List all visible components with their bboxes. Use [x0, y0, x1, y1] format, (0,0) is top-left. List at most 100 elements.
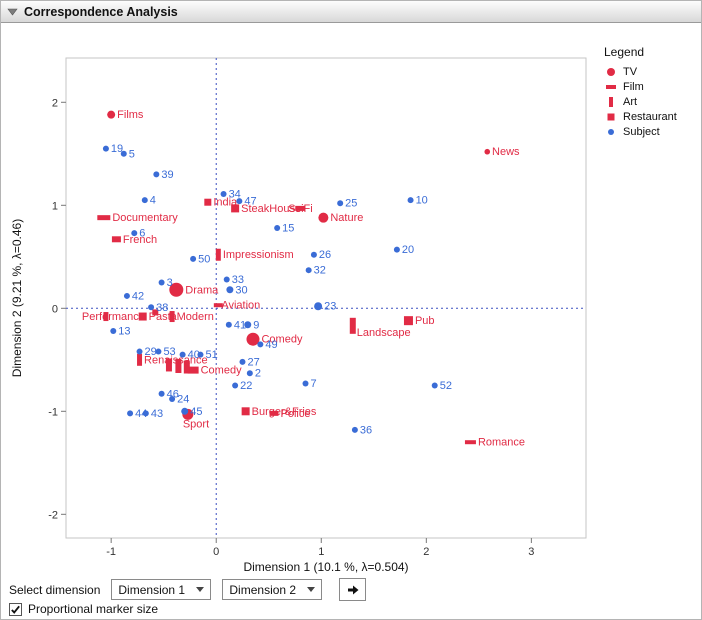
- film-point[interactable]: [269, 410, 279, 416]
- subject-point[interactable]: [120, 150, 127, 157]
- point-label: 24: [177, 393, 189, 405]
- subject-point[interactable]: [127, 410, 134, 417]
- subject-point[interactable]: [226, 286, 234, 294]
- subject-point[interactable]: [244, 321, 252, 329]
- subject-point[interactable]: [148, 304, 155, 311]
- subject-point[interactable]: [181, 407, 189, 415]
- film-point[interactable]: [213, 303, 223, 308]
- subject-point[interactable]: [302, 380, 309, 387]
- restaurant-point[interactable]: [241, 407, 250, 416]
- art-point[interactable]: [137, 353, 143, 366]
- legend-panel: Legend TV Film Art Restaurant Subject: [604, 45, 677, 139]
- legend-item-art[interactable]: Art: [604, 94, 677, 109]
- point-label: Modern: [177, 311, 214, 323]
- outline-title-bar[interactable]: Correspondence Analysis: [1, 1, 701, 23]
- dimension-1-select[interactable]: Dimension 1: [111, 579, 212, 600]
- legend-item-film[interactable]: Film: [604, 79, 677, 94]
- subject-point[interactable]: [274, 224, 281, 231]
- proportional-marker-size-label: Proportional marker size: [28, 602, 159, 616]
- subject-point[interactable]: [314, 302, 323, 311]
- point-label: Performance: [82, 311, 145, 323]
- subject-point[interactable]: [236, 198, 243, 205]
- subject-point[interactable]: [158, 279, 165, 286]
- subject-point[interactable]: [131, 230, 138, 237]
- film-point[interactable]: [295, 205, 306, 211]
- apply-dimensions-button[interactable]: [339, 578, 367, 601]
- tv-point[interactable]: [484, 148, 491, 155]
- point-label: 9: [253, 319, 259, 331]
- proportional-marker-size-checkbox[interactable]: [9, 602, 22, 616]
- art-point[interactable]: [183, 360, 190, 374]
- subject-point[interactable]: [225, 321, 232, 328]
- subject-point[interactable]: [102, 145, 109, 152]
- subject-point[interactable]: [220, 190, 227, 197]
- film-point[interactable]: [187, 366, 199, 374]
- subject-point[interactable]: [197, 351, 204, 358]
- circle-marker-icon: [607, 67, 615, 76]
- subject-point[interactable]: [257, 341, 264, 348]
- art-point[interactable]: [169, 311, 175, 323]
- dimension-2-select[interactable]: Dimension 2: [222, 579, 323, 600]
- subject-point[interactable]: [141, 197, 148, 204]
- restaurant-point[interactable]: [152, 309, 159, 316]
- subject-point[interactable]: [110, 327, 117, 334]
- restaurant-point[interactable]: [204, 198, 212, 206]
- square-marker-icon: [607, 113, 615, 120]
- restaurant-point[interactable]: [403, 316, 413, 326]
- x-tick-label: 1: [318, 546, 324, 558]
- subject-point[interactable]: [351, 426, 358, 433]
- subject-point[interactable]: [158, 390, 165, 397]
- film-point[interactable]: [111, 236, 121, 243]
- point-label: French: [123, 234, 157, 246]
- subject-point[interactable]: [190, 255, 197, 262]
- restaurant-point[interactable]: [231, 204, 240, 213]
- subject-point[interactable]: [246, 370, 253, 377]
- subject-point[interactable]: [136, 348, 143, 355]
- subject-point[interactable]: [407, 197, 414, 204]
- tv-point[interactable]: [318, 212, 329, 223]
- tv-point[interactable]: [246, 332, 260, 346]
- subject-point[interactable]: [155, 348, 162, 355]
- film-point[interactable]: [97, 215, 111, 221]
- point-label: 50: [198, 253, 210, 265]
- point-label: 42: [132, 290, 144, 302]
- subject-point[interactable]: [142, 410, 149, 417]
- art-point[interactable]: [215, 248, 221, 261]
- subject-point[interactable]: [123, 292, 130, 299]
- point-label: 45: [190, 406, 202, 418]
- legend-item-tv[interactable]: TV: [604, 64, 677, 79]
- chevron-down-icon: [307, 587, 316, 592]
- subject-point[interactable]: [232, 382, 239, 389]
- subject-point[interactable]: [179, 351, 186, 358]
- subject-point[interactable]: [431, 382, 438, 389]
- film-point[interactable]: [464, 440, 476, 445]
- subject-point[interactable]: [310, 251, 317, 258]
- restaurant-point[interactable]: [138, 312, 147, 321]
- art-point[interactable]: [165, 358, 172, 372]
- subject-point[interactable]: [223, 276, 230, 283]
- subject-point[interactable]: [393, 246, 400, 253]
- subject-point[interactable]: [337, 200, 344, 207]
- point-label: Films: [117, 109, 144, 121]
- disclosure-triangle-icon[interactable]: [7, 6, 18, 17]
- tv-point[interactable]: [169, 282, 184, 297]
- art-point[interactable]: [175, 358, 182, 373]
- legend-item-label: Restaurant: [623, 110, 677, 123]
- tv-point[interactable]: [107, 110, 116, 119]
- point-label: 13: [118, 325, 130, 337]
- point-label: 19: [111, 143, 123, 155]
- subject-point[interactable]: [153, 171, 160, 178]
- art-point[interactable]: [103, 312, 109, 322]
- art-point[interactable]: [349, 317, 356, 334]
- point-label: 27: [247, 356, 259, 368]
- subject-point[interactable]: [239, 358, 246, 365]
- subject-point[interactable]: [169, 395, 176, 402]
- proportional-marker-size-row: Proportional marker size: [9, 602, 158, 616]
- legend-item-subject[interactable]: Subject: [604, 124, 677, 139]
- point-label: Aviation: [221, 300, 260, 312]
- legend-item-restaurant[interactable]: Restaurant: [604, 109, 677, 124]
- point-label: 41: [234, 319, 246, 331]
- subject-point[interactable]: [305, 267, 312, 274]
- point-label: 32: [314, 265, 326, 277]
- point-label: 53: [163, 346, 175, 358]
